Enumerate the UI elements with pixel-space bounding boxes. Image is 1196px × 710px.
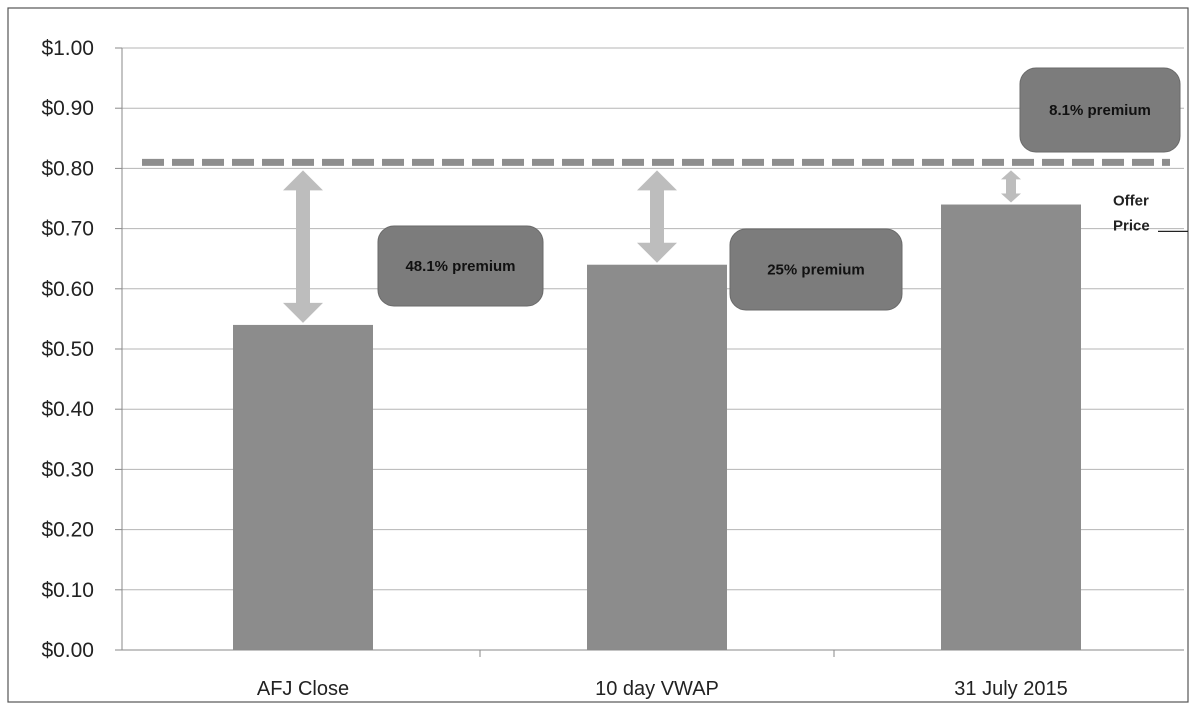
x-tick-label: 10 day VWAP	[595, 678, 719, 700]
x-tick-label: 31 July 2015	[954, 678, 1067, 700]
bar-2	[587, 264, 727, 650]
premium-arrow	[283, 170, 323, 323]
premium-callouts: 48.1% premium 25% premium 8.1% premium	[377, 67, 1181, 311]
chart-frame	[7, 7, 1189, 703]
premium-arrow	[637, 170, 677, 263]
y-tick-label: $0.40	[41, 398, 94, 421]
offer-price-label-line2: Price	[1113, 217, 1150, 234]
y-tick-label: $0.10	[41, 579, 94, 602]
premium-arrow	[1001, 170, 1021, 203]
bar-1	[233, 324, 373, 650]
bar-3	[941, 204, 1081, 650]
premium-callout-box	[377, 225, 544, 307]
premium-callout-box	[1019, 67, 1181, 153]
y-tick-label: $0.60	[41, 278, 94, 301]
bars	[233, 204, 1081, 650]
y-tick-label: $0.00	[41, 639, 94, 662]
y-tick-label: $0.80	[41, 157, 94, 180]
premium-callout-text: 8.1% premium	[1049, 102, 1151, 119]
premium-callout-box	[729, 228, 903, 311]
y-tick-label: $0.90	[41, 97, 94, 120]
y-axis-tick-labels: $0.00 $0.10 $0.20 $0.30 $0.40 $0.50 $0.60 $0.70…	[41, 37, 94, 662]
premium-arrows	[283, 170, 1021, 323]
y-tick-label: $1.00	[41, 37, 94, 60]
y-tick-label: $0.20	[41, 519, 94, 542]
y-tick-label: $0.30	[41, 458, 94, 481]
x-axis-tick-labels: AFJ Close 10 day VWAP 31 July 2015	[257, 678, 1068, 700]
y-tick-label: $0.70	[41, 218, 94, 241]
y-tick-label: $0.50	[41, 338, 94, 361]
offer-price-line-group: Offer Price	[142, 158, 1188, 234]
premium-callout-text: 48.1% premium	[405, 258, 515, 275]
premium-callout-text: 25% premium	[767, 262, 865, 279]
x-tick-label: AFJ Close	[257, 678, 349, 700]
offer-price-label-line1: Offer	[1113, 192, 1149, 209]
